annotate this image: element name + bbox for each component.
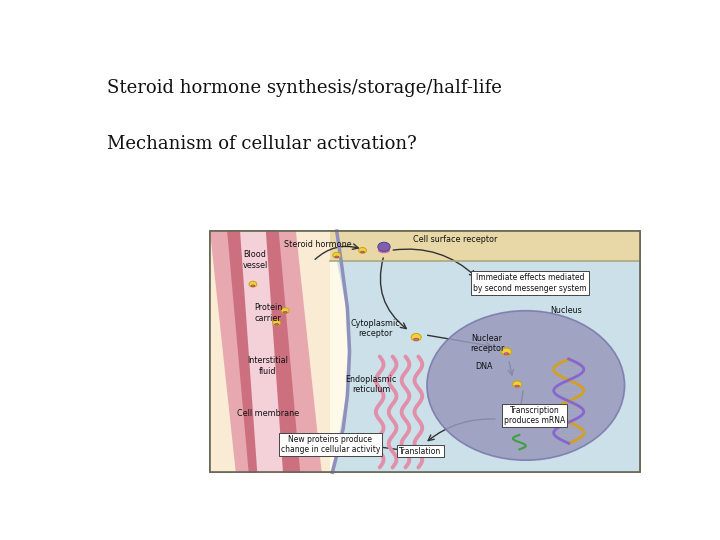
Text: Immediate effects mediated
by second messenger system: Immediate effects mediated by second mes… xyxy=(473,273,587,293)
Ellipse shape xyxy=(274,323,279,325)
Ellipse shape xyxy=(251,285,255,287)
Bar xyxy=(210,231,639,472)
Text: Steroid hormone: Steroid hormone xyxy=(284,240,351,249)
Polygon shape xyxy=(210,231,322,472)
Polygon shape xyxy=(330,231,639,472)
Polygon shape xyxy=(240,231,283,472)
Circle shape xyxy=(359,247,366,253)
Circle shape xyxy=(282,308,289,314)
Ellipse shape xyxy=(361,251,364,253)
Text: Blood
vessel: Blood vessel xyxy=(243,251,268,270)
Ellipse shape xyxy=(378,248,390,253)
Ellipse shape xyxy=(335,256,338,258)
Ellipse shape xyxy=(504,353,509,355)
Circle shape xyxy=(333,252,341,258)
Text: Cytoplasmic
receptor: Cytoplasmic receptor xyxy=(351,319,400,339)
Ellipse shape xyxy=(414,338,419,340)
Text: DNA: DNA xyxy=(475,362,493,370)
Text: Interstitial
fluid: Interstitial fluid xyxy=(248,356,289,376)
Polygon shape xyxy=(227,231,300,472)
Bar xyxy=(210,231,330,472)
Circle shape xyxy=(501,348,511,355)
Text: New proteins produce
change in cellular activity: New proteins produce change in cellular … xyxy=(281,435,380,454)
Text: Cell surface receptor: Cell surface receptor xyxy=(413,235,497,244)
Text: Protein
carrier: Protein carrier xyxy=(254,303,282,323)
Bar xyxy=(210,231,639,472)
Text: Nucleus: Nucleus xyxy=(551,306,582,315)
Circle shape xyxy=(378,242,390,251)
Ellipse shape xyxy=(515,385,519,387)
Ellipse shape xyxy=(283,312,287,313)
Circle shape xyxy=(249,281,257,287)
Bar xyxy=(330,231,639,261)
Text: Mechanism of cellular activation?: Mechanism of cellular activation? xyxy=(107,136,416,153)
Circle shape xyxy=(411,334,421,341)
Text: Translation: Translation xyxy=(400,447,441,456)
Text: Endoplasmic
reticulum: Endoplasmic reticulum xyxy=(346,375,397,394)
Circle shape xyxy=(273,320,281,326)
Circle shape xyxy=(513,381,522,388)
Text: Cell membrane: Cell membrane xyxy=(237,409,299,418)
Ellipse shape xyxy=(427,310,624,460)
Text: Transcription
produces mRNA: Transcription produces mRNA xyxy=(504,406,565,426)
Text: Nuclear
receptor: Nuclear receptor xyxy=(470,334,504,353)
Text: Steroid hormone synthesis/storage/half-life: Steroid hormone synthesis/storage/half-l… xyxy=(107,79,502,97)
